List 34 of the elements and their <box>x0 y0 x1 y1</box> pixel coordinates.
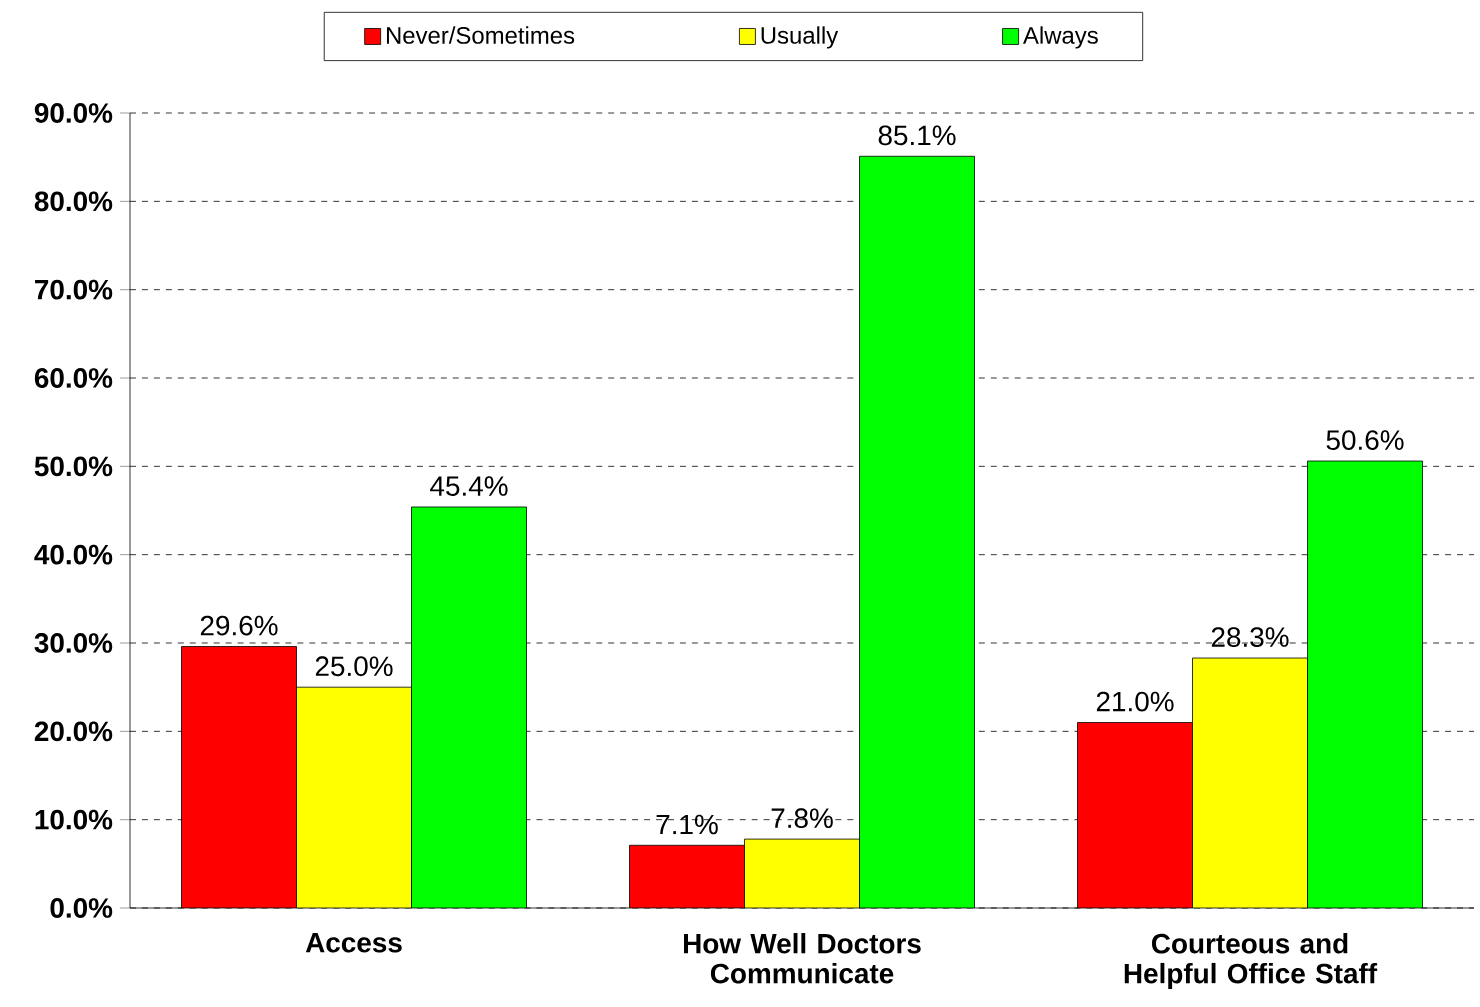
bar <box>411 506 527 908</box>
y-tick-label: 0.0% <box>50 898 113 918</box>
legend-label: Never/Sometimes <box>386 26 575 44</box>
y-tick-label: 70.0% <box>35 279 113 300</box>
bar <box>296 687 412 908</box>
data-label: 7.1% <box>656 814 718 835</box>
data-label: 45.4% <box>430 476 508 496</box>
data-label: 85.1% <box>878 125 956 146</box>
y-tick-label: 90.0% <box>34 103 113 123</box>
bar <box>744 839 860 908</box>
y-tick-label: 20.0% <box>34 721 113 742</box>
data-label: 50.6% <box>1326 430 1404 451</box>
legend-label: Usually <box>761 26 839 49</box>
y-tick-label: 30.0% <box>34 633 113 653</box>
data-label: 29.6% <box>200 615 278 636</box>
data-label: 25.0% <box>315 656 393 677</box>
bar <box>629 845 745 908</box>
y-tick-label: 10.0% <box>35 809 113 830</box>
bar <box>1192 657 1308 908</box>
x-tick-label: How Well Doctors Communicate <box>684 933 921 984</box>
data-label: 28.3% <box>1211 627 1289 647</box>
bar <box>181 646 297 908</box>
y-tick-label: 60.0% <box>34 368 113 388</box>
bar <box>1307 460 1423 908</box>
data-label: 21.0% <box>1096 691 1174 712</box>
x-tick-label: Access <box>305 933 402 953</box>
y-tick-label: 40.0% <box>34 544 113 565</box>
bar <box>1077 722 1193 908</box>
x-tick-label: Courteous and Helpful Office Staff <box>1124 933 1378 989</box>
bar <box>859 156 975 908</box>
data-label: 7.8% <box>771 808 833 829</box>
y-tick-label: 80.0% <box>34 191 113 212</box>
legend-label: Always <box>1023 26 1098 49</box>
y-tick-label: 50.0% <box>34 456 113 477</box>
